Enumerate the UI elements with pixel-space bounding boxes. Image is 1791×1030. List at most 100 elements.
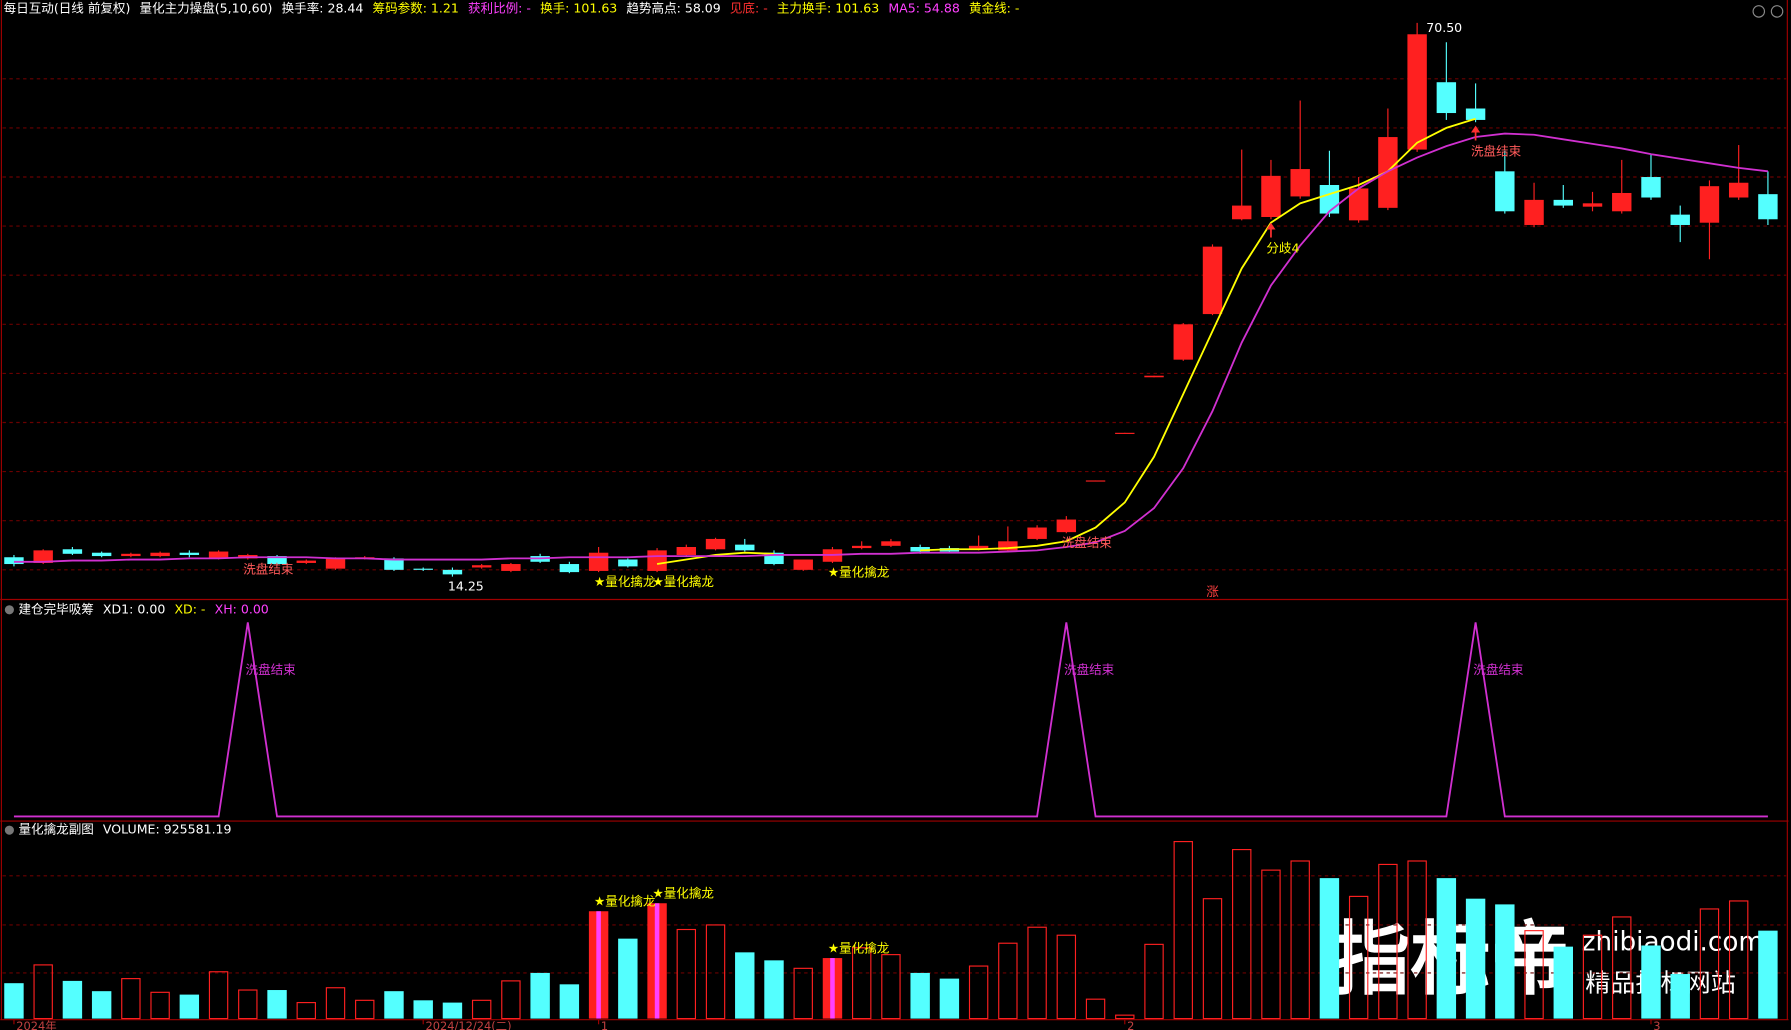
annotation: ★量化擒龙 — [828, 940, 890, 955]
indicator-label: 获利比例: - — [468, 1, 531, 16]
candle-body — [735, 544, 755, 551]
candle-body — [384, 558, 404, 570]
candle-body — [1115, 432, 1135, 434]
volume-bar — [1056, 934, 1077, 1020]
candle-body — [442, 569, 463, 575]
volume-bar — [1553, 946, 1573, 1019]
volume-bar — [1115, 1014, 1135, 1020]
volume-stripe — [596, 911, 601, 1019]
candle-body — [150, 552, 170, 557]
volume-bar — [4, 983, 24, 1019]
candle-body — [618, 559, 638, 567]
annotation: 洗盘结束 — [1471, 143, 1522, 158]
candle-body — [325, 558, 346, 569]
volume-bar — [442, 1002, 463, 1019]
annotation: 涨 — [1206, 584, 1219, 599]
candle-body — [968, 545, 989, 550]
candle-body — [1261, 175, 1281, 218]
candle-body — [1670, 214, 1690, 225]
volume-bar — [413, 1000, 433, 1019]
volume-bar — [296, 1002, 316, 1020]
volume-bar — [121, 978, 141, 1020]
volume-bar — [238, 989, 258, 1020]
indicator-label: XH: 0.00 — [215, 601, 269, 616]
indicator-label: 换手: 101.63 — [540, 1, 617, 16]
candle-body — [91, 552, 112, 557]
indicator-label: 筹码参数: 1.21 — [373, 1, 459, 16]
indicator-label: 黄金线: - — [969, 1, 1019, 16]
watermark-site: zhibiaodi.com — [1582, 928, 1764, 958]
volume-bar — [998, 942, 1018, 1020]
volume-bar — [559, 984, 580, 1019]
volume-bar — [1348, 895, 1369, 1020]
volume-bar — [735, 952, 755, 1019]
candle-body — [1056, 519, 1077, 533]
volume-bar — [62, 980, 83, 1019]
candle-body — [62, 549, 83, 554]
candle-body — [1612, 192, 1632, 212]
indicator-line — [13, 622, 1768, 818]
annotation: 分歧4 — [1266, 240, 1299, 255]
indicator-label: MA5: 54.88 — [888, 1, 960, 16]
volume-bar — [1261, 869, 1281, 1020]
candle-body — [1085, 480, 1106, 482]
indicator-label: VOLUME: 925581.19 — [103, 822, 232, 837]
volume-stripe — [654, 903, 660, 1019]
volume-bar — [881, 954, 901, 1020]
candle-body — [793, 559, 813, 570]
volume-bar — [1378, 863, 1398, 1020]
volume-bar — [384, 991, 404, 1019]
indicator-label: 换手率: 28.44 — [282, 1, 364, 16]
signal-arrow-head — [1471, 125, 1481, 133]
volume-bar — [1173, 841, 1193, 1020]
volume-bar — [1495, 904, 1515, 1019]
volume-bar — [208, 971, 229, 1020]
volume-bar — [1758, 930, 1778, 1019]
candle-body — [413, 568, 433, 570]
volume-bar — [618, 938, 638, 1019]
volume-bar — [530, 972, 550, 1019]
panel-button[interactable] — [1770, 5, 1784, 18]
volume-bar — [939, 978, 960, 1019]
candle-body — [1436, 82, 1457, 114]
signal-arrow-head — [1266, 222, 1276, 230]
panel-button[interactable] — [1752, 5, 1766, 18]
volume-bar — [1319, 878, 1340, 1019]
x-tick-label: 2024年 — [16, 1019, 56, 1030]
annotation: 14.25 — [448, 578, 484, 593]
volume-bar — [705, 924, 726, 1020]
volume-bar — [179, 994, 200, 1019]
annotation: 洗盘结束 — [1473, 662, 1524, 677]
volume-bar — [325, 987, 346, 1020]
annotation: 70.50 — [1426, 20, 1462, 35]
volume-bar — [1699, 908, 1720, 1020]
annotation: ★量化擒龙 — [828, 565, 890, 580]
annotation: 洗盘结束 — [246, 662, 297, 677]
volume-bar — [501, 980, 521, 1020]
candle-body — [1202, 246, 1223, 315]
indicator-label: XD: - — [174, 601, 205, 616]
candle-body — [4, 557, 24, 565]
candle-body — [1495, 171, 1515, 212]
candle-body — [208, 551, 229, 559]
candle-body — [764, 552, 784, 565]
candle-body — [1173, 324, 1193, 360]
candle-body — [1582, 203, 1603, 207]
candle-body — [1553, 199, 1573, 206]
indicator-label: 趋势高点: 58.09 — [626, 1, 720, 16]
candle-body — [179, 552, 200, 555]
volume-bar — [1582, 934, 1603, 1020]
candle-body — [1728, 182, 1749, 198]
volume-bar — [764, 960, 784, 1019]
indicator-label: 建仓完毕吸筹 — [19, 601, 94, 616]
candle-body — [1407, 34, 1427, 150]
volume-bar — [355, 999, 375, 1020]
volume-bar — [91, 991, 112, 1019]
volume-bar — [1641, 945, 1661, 1019]
candle-body — [851, 545, 872, 549]
volume-bar — [1085, 998, 1106, 1020]
candle-body — [1144, 375, 1164, 378]
volume-bar — [1027, 926, 1047, 1020]
